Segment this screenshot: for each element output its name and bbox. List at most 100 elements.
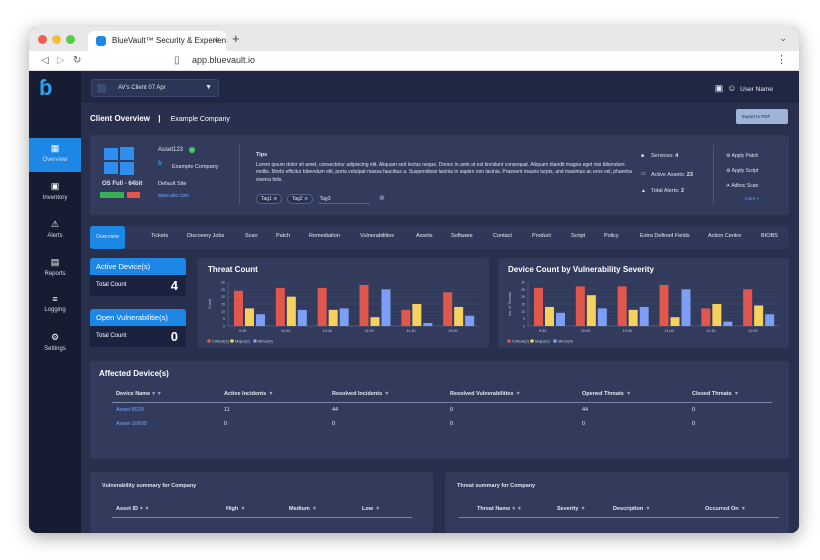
filter-icon[interactable]: ▼	[240, 506, 246, 512]
filter-icon[interactable]: ▼	[515, 391, 521, 397]
column-header[interactable]: Threat Name ▾ ▼	[459, 501, 553, 518]
bar[interactable]	[586, 295, 596, 326]
sort-icon[interactable]: ▾ ▼	[140, 506, 150, 512]
bar[interactable]	[381, 289, 391, 326]
browser-menu-icon[interactable]: ⋮	[776, 54, 787, 66]
tab-overview[interactable]: Overview	[90, 226, 125, 249]
tab-assets[interactable]: Assets	[416, 233, 433, 239]
bar[interactable]	[617, 286, 627, 326]
tab-discovery-jobs[interactable]: Discovery Jobs	[187, 233, 225, 239]
sidebar-item-logging[interactable]: ≡ Logging	[29, 289, 81, 323]
tab-remediation[interactable]: Remediation	[309, 233, 340, 239]
column-header[interactable]: Occurred On ▼	[701, 501, 779, 518]
column-header[interactable]: Severity ▼	[553, 501, 609, 518]
bar[interactable]	[286, 296, 296, 326]
bar[interactable]	[412, 304, 422, 326]
bar[interactable]	[443, 292, 453, 326]
help-icon[interactable]: ▣	[714, 83, 724, 93]
tag-chip[interactable]: Tag1 ⊗	[256, 194, 283, 204]
export-pdf-button[interactable]: Export to PDF	[736, 109, 788, 124]
apply-script-action[interactable]: ⚙ Apply Script	[726, 168, 759, 174]
tab-policy[interactable]: Policy	[604, 233, 619, 239]
active-devices-card-header[interactable]: Active Device(s)	[90, 258, 186, 275]
minimize-window-button[interactable]	[52, 35, 61, 44]
tab-vulnerabilities[interactable]: Vulnerabilities	[360, 233, 395, 239]
tab-script[interactable]: Script	[571, 233, 586, 239]
sidebar-item-alerts[interactable]: ⚠ Alerts	[29, 214, 81, 248]
device-link[interactable]: Asset-8529	[116, 407, 144, 413]
reload-icon[interactable]: ↻	[73, 55, 82, 66]
device-link[interactable]: Asset-10609	[116, 421, 147, 427]
tag-input[interactable]: Tag3	[317, 195, 370, 204]
legend-label[interactable]: Major(2)	[235, 339, 251, 344]
bar[interactable]	[659, 284, 669, 326]
bluevault-logo-icon[interactable]: ɓ	[39, 75, 53, 100]
filter-icon[interactable]: ▼	[740, 506, 747, 512]
column-header[interactable]: Opened Threats ▼	[578, 386, 688, 403]
site-link[interactable]: www.abc.com	[158, 193, 189, 199]
column-header[interactable]: Device Name ▾ ▼	[112, 386, 220, 403]
column-header[interactable]: Resolved Vulnerabilities ▼	[446, 386, 578, 403]
bar[interactable]	[712, 304, 722, 326]
legend-label[interactable]: Minor(4)	[258, 339, 274, 344]
more-link[interactable]: more >	[745, 196, 760, 201]
tab-tickets[interactable]: Tickets	[151, 233, 169, 239]
column-header[interactable]: Description ▼	[609, 501, 701, 518]
user-menu[interactable]: ▣ ☺ User Name	[715, 83, 773, 94]
bar[interactable]	[575, 286, 585, 326]
column-header[interactable]: High ▼	[222, 501, 285, 518]
filter-icon[interactable]: ▼	[268, 391, 274, 397]
tab-action-centre[interactable]: Action Centre	[708, 233, 742, 239]
close-icon[interactable]: ⊗	[304, 196, 309, 202]
bar[interactable]	[370, 317, 380, 326]
tab-product[interactable]: Product	[532, 233, 551, 239]
column-header[interactable]: Active Incidents ▼	[220, 386, 328, 403]
legend-label[interactable]: Critical(2)	[212, 339, 230, 344]
bar[interactable]	[297, 309, 307, 326]
bar[interactable]	[401, 309, 411, 326]
sort-icon[interactable]: ▾ ▼	[152, 391, 162, 397]
bar[interactable]	[670, 317, 680, 326]
bar[interactable]	[743, 289, 753, 326]
tab-close-icon[interactable]: ×	[213, 35, 219, 45]
bar[interactable]	[256, 314, 265, 326]
tab-extra-defined-fields[interactable]: Extra Defined Fields	[640, 233, 690, 239]
url-field[interactable]: app.bluevault.io	[192, 55, 256, 65]
close-icon[interactable]: ⊗	[273, 196, 278, 202]
bookmark-icon[interactable]: ▯	[174, 55, 180, 66]
sidebar-item-reports[interactable]: ▤ Reports	[29, 252, 81, 286]
tab-software[interactable]: Software	[451, 233, 473, 239]
bar[interactable]	[754, 305, 764, 326]
sidebar-item-settings[interactable]: ⚙ Settings	[29, 327, 81, 361]
close-window-button[interactable]	[38, 35, 47, 44]
bar[interactable]	[556, 312, 565, 326]
filter-icon[interactable]: ▼	[625, 391, 632, 397]
filter-icon[interactable]: ▼	[580, 506, 586, 512]
bar[interactable]	[245, 308, 254, 326]
bar[interactable]	[765, 314, 775, 326]
bar[interactable]	[275, 287, 285, 326]
bar[interactable]	[681, 289, 691, 326]
filter-icon[interactable]: ▼	[311, 506, 318, 512]
sidebar-item-overview[interactable]: ▦ Overview	[29, 138, 81, 172]
bar[interactable]	[597, 308, 607, 326]
bar[interactable]	[454, 306, 464, 326]
bar[interactable]	[628, 309, 638, 326]
filter-icon[interactable]: ▼	[645, 506, 651, 512]
column-header[interactable]: Asset ID ▾ ▼	[112, 501, 222, 518]
bar[interactable]	[339, 308, 349, 326]
filter-icon[interactable]: ▼	[384, 391, 390, 397]
tab-contact[interactable]: Contact	[493, 233, 512, 239]
bar[interactable]	[701, 308, 711, 326]
column-header[interactable]: Resolved Incidents ▼	[328, 386, 446, 403]
bar[interactable]	[359, 284, 369, 326]
sidebar-item-inventory[interactable]: ▣ Inventory	[29, 176, 81, 210]
column-header[interactable]: Low ▼	[358, 501, 412, 518]
legend-label[interactable]: Critical(2)	[512, 339, 530, 344]
tab-list-chevron-icon[interactable]: ⌄	[779, 33, 787, 43]
open-vulnerabilities-card-header[interactable]: Open Vulnerabilitie(s)	[90, 309, 186, 326]
legend-label[interactable]: Minor(4)	[558, 339, 574, 344]
legend-label[interactable]: Major(2)	[535, 339, 551, 344]
tab-scan[interactable]: Scan	[245, 233, 258, 239]
bar[interactable]	[317, 287, 327, 326]
